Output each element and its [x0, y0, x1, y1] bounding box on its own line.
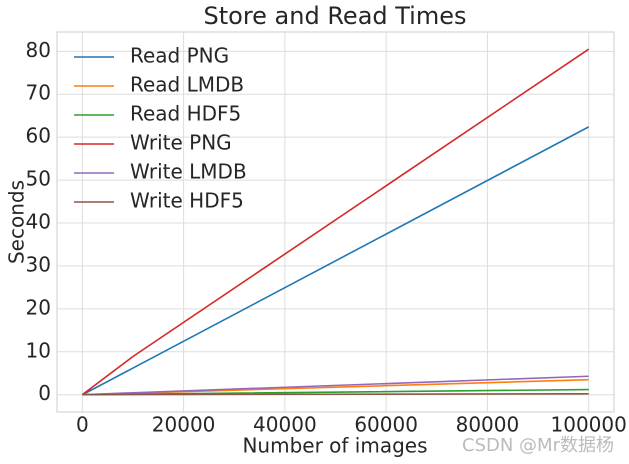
x-tick-label: 60000	[354, 413, 418, 437]
legend-label: Read HDF5	[130, 102, 241, 126]
x-tick-label: 0	[76, 413, 89, 437]
y-tick-label: 10	[26, 338, 51, 362]
legend-label: Write HDF5	[130, 189, 244, 213]
y-tick-label: 70	[26, 81, 51, 105]
x-tick-label: 20000	[152, 413, 216, 437]
legend-label: Read LMDB	[130, 73, 244, 97]
watermark: CSDN @Mr数据杨	[462, 435, 614, 456]
legend-label: Write LMDB	[130, 160, 247, 184]
x-tick-label: 40000	[253, 413, 317, 437]
y-tick-label: 20	[26, 295, 51, 319]
legend-label: Read PNG	[130, 44, 229, 68]
y-tick-label: 0	[38, 381, 51, 405]
y-axis-label: Seconds	[5, 180, 29, 264]
y-tick-label: 60	[26, 124, 51, 148]
data-line	[82, 393, 589, 396]
y-tick-label: 80	[26, 38, 51, 62]
x-tick-label: 80000	[456, 413, 520, 437]
legend-label: Write PNG	[130, 131, 232, 155]
y-tick-label: 50	[26, 167, 51, 191]
chart-title: Store and Read Times	[203, 2, 466, 30]
y-tick-label: 30	[26, 252, 51, 276]
y-tick-label: 40	[26, 210, 51, 234]
x-axis-label: Number of images	[242, 434, 427, 458]
x-tick-label: 100000	[551, 413, 627, 437]
